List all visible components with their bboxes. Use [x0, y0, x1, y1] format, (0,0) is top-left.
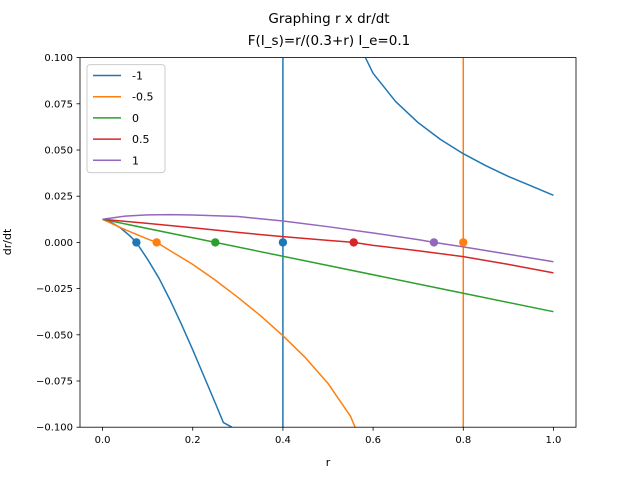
plot-area [102, 57, 554, 428]
legend-label-1: 1 [132, 154, 139, 167]
y-tick-label: 0.025 [44, 192, 73, 203]
x-tick-label: 0.0 [95, 435, 111, 446]
series-line--1 [102, 218, 233, 428]
legend-label-0.5: 0.5 [132, 133, 150, 146]
x-tick-label: 0.4 [275, 435, 291, 446]
y-tick-label: −0.075 [36, 377, 73, 388]
x-tick-label: 0.6 [365, 435, 381, 446]
y-tick-label: −0.050 [36, 330, 73, 341]
y-tick-label: −0.025 [36, 284, 73, 295]
series-line-upper--1 [364, 57, 554, 196]
equilibrium-point-0.5 [349, 238, 358, 247]
x-axis: 0.0 0.2 0.4 0.6 0.8 1.0 [95, 427, 562, 446]
series-line-1 [102, 213, 554, 263]
legend-label--0.5: -0.5 [132, 91, 153, 104]
y-tick-label: 0.000 [44, 238, 73, 249]
equilibrium-point--1 [132, 238, 141, 247]
y-tick-label: 0.075 [44, 99, 73, 110]
chart-title-line1: Graphing r x dr/dt [268, 11, 389, 27]
x-tick-label: 0.2 [185, 435, 201, 446]
series-line-0.5 [102, 218, 554, 274]
legend-label-0: 0 [132, 112, 139, 125]
x-axis-label: r [326, 456, 331, 469]
y-tick-label: 0.100 [44, 53, 73, 64]
x-tick-label: 1.0 [546, 435, 562, 446]
equilibrium-point--1 [278, 238, 288, 247]
legend: -1 -0.5 0 0.5 1 [86, 64, 166, 174]
y-tick-label: 0.050 [44, 146, 73, 157]
series-line-0 [102, 218, 554, 313]
equilibrium-point--0.5 [459, 238, 468, 247]
equilibrium-point--0.5 [152, 238, 161, 247]
equilibrium-point-0 [211, 238, 220, 247]
legend-box [86, 64, 166, 174]
y-axis-label: dr/dt [1, 228, 14, 255]
legend-label--1: -1 [132, 70, 143, 83]
equilibrium-point-1 [429, 238, 439, 247]
x-tick-label: 0.8 [455, 435, 471, 446]
series-line--0.5 [102, 218, 356, 428]
y-axis: −0.100 −0.075 −0.050 −0.025 0.000 0.025 0.050 0… [36, 53, 80, 434]
chart-title-line2: F(I_s)=r/(0.3+r) I_e=0.1 [248, 33, 410, 49]
y-tick-label: −0.100 [36, 423, 73, 434]
